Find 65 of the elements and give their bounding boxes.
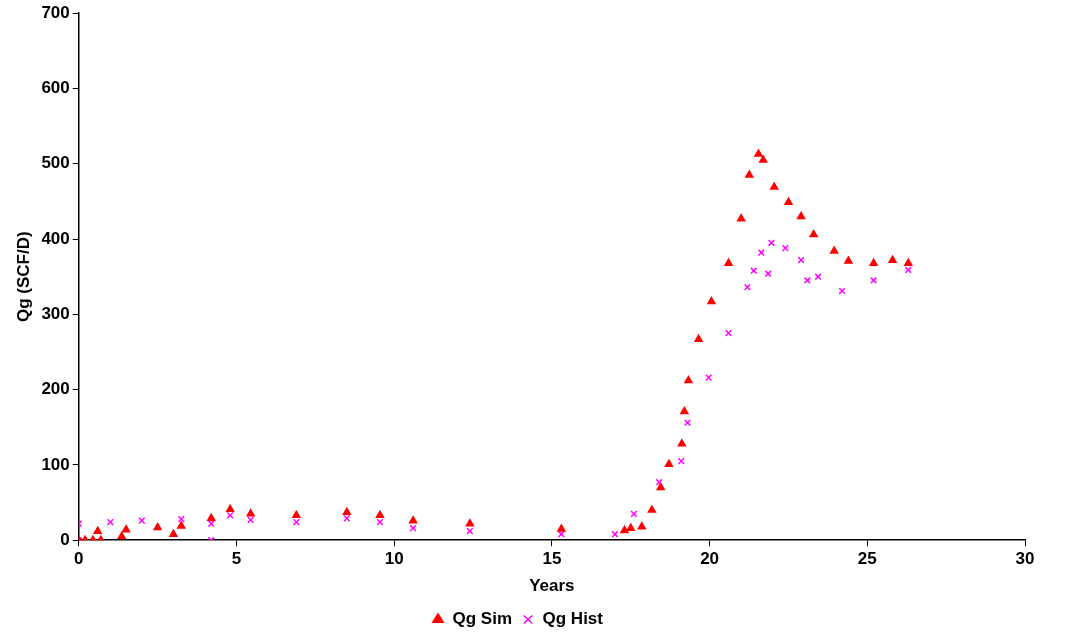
point xyxy=(408,515,418,524)
point xyxy=(724,258,733,266)
x-tick-label: 10 xyxy=(384,549,404,569)
point xyxy=(153,522,162,531)
point xyxy=(770,182,779,190)
point xyxy=(869,258,878,266)
point xyxy=(466,527,474,535)
y-tick-label: 0 xyxy=(60,529,70,549)
point xyxy=(904,258,913,266)
point xyxy=(684,375,693,384)
y-tick-label: 200 xyxy=(41,379,70,399)
point xyxy=(754,149,763,157)
y-tick-label: 100 xyxy=(41,454,70,474)
point xyxy=(707,296,716,305)
point xyxy=(169,529,178,537)
point xyxy=(225,504,235,513)
point xyxy=(829,246,839,254)
point xyxy=(694,334,703,342)
y-axis-title: Qg (SCF/D) xyxy=(13,231,33,323)
x-axis-title: Years xyxy=(529,576,575,596)
point xyxy=(626,523,635,531)
point xyxy=(375,510,385,519)
point xyxy=(557,524,566,532)
point xyxy=(117,531,126,540)
point xyxy=(677,439,687,447)
point xyxy=(207,513,216,522)
legend-label: Qg Sim xyxy=(452,609,513,629)
point xyxy=(796,211,806,220)
point xyxy=(292,510,301,519)
point xyxy=(758,155,768,163)
point xyxy=(656,482,665,491)
point xyxy=(465,518,475,527)
point xyxy=(620,525,629,534)
point xyxy=(745,170,754,178)
legend-label: Qg Hist xyxy=(542,609,604,629)
x-tick-label: 25 xyxy=(857,549,877,569)
point xyxy=(121,524,131,533)
point xyxy=(680,406,689,415)
point xyxy=(409,524,417,532)
point xyxy=(784,197,793,205)
x-tick-label: 20 xyxy=(700,549,720,569)
point xyxy=(677,457,685,465)
point xyxy=(736,213,746,222)
y-tick-label: 600 xyxy=(41,78,70,98)
point xyxy=(637,521,646,530)
point xyxy=(838,287,846,295)
point xyxy=(342,507,352,516)
x-tick-label: 30 xyxy=(1015,549,1035,569)
x-tick-label: 0 xyxy=(74,549,84,569)
x-tick-label: 15 xyxy=(542,549,562,569)
y-tick-label: 500 xyxy=(41,153,70,173)
y-tick-label: 700 xyxy=(41,2,70,22)
point xyxy=(246,509,255,517)
point xyxy=(664,459,674,467)
point xyxy=(809,229,818,238)
point xyxy=(844,256,853,264)
point xyxy=(177,521,186,529)
point xyxy=(630,510,638,518)
point xyxy=(647,505,657,513)
y-tick-label: 300 xyxy=(41,304,70,324)
x-tick-label: 5 xyxy=(231,549,242,569)
point xyxy=(870,276,878,285)
point xyxy=(888,255,897,263)
y-tick-label: 400 xyxy=(41,228,70,248)
point xyxy=(93,526,102,534)
